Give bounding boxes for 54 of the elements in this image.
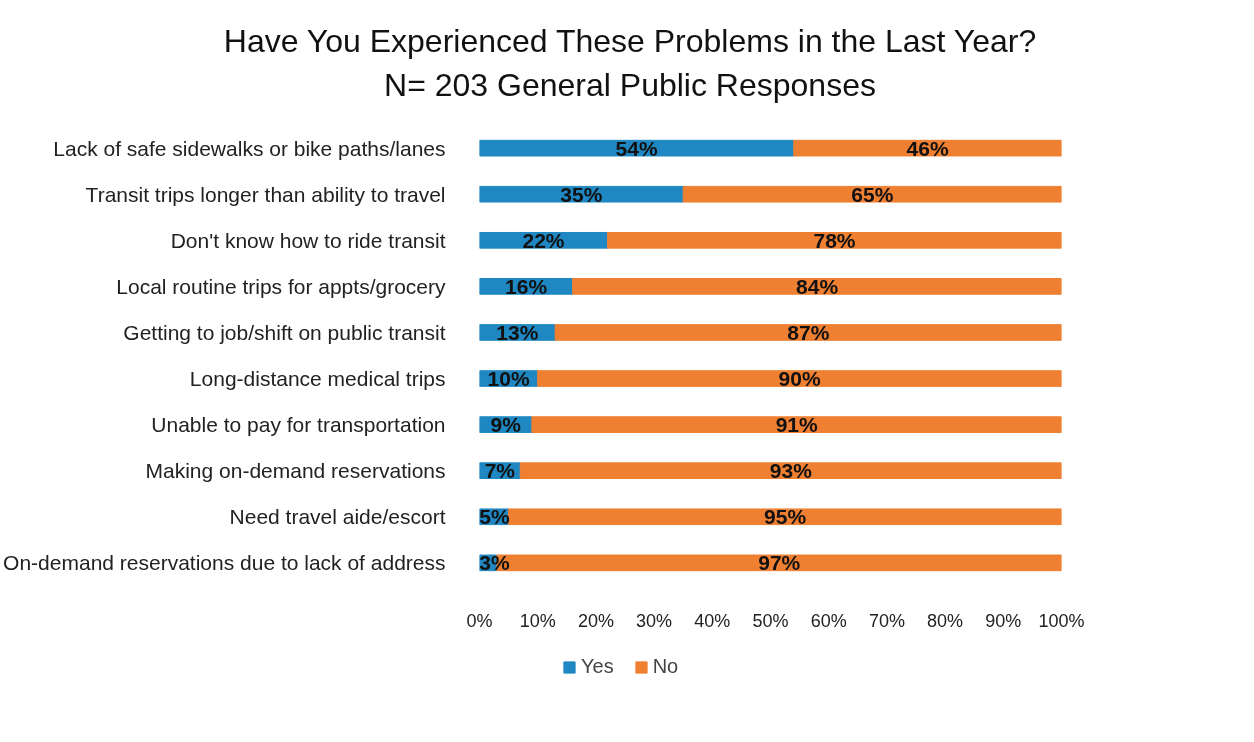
bar: [682, 185, 1062, 203]
y-tick-label: Making on-demand reservations: [145, 459, 446, 483]
bar: [519, 462, 1062, 480]
x-tick-label: 0%: [466, 610, 493, 631]
x-tick-label: 70%: [868, 610, 905, 631]
bar: [508, 508, 1062, 526]
data-label: 87%: [787, 320, 830, 344]
data-label: 78%: [813, 228, 856, 252]
y-tick-label: Getting to job/shift on public transit: [123, 320, 446, 344]
x-tick-label: 50%: [752, 610, 789, 631]
bar: [479, 185, 684, 203]
y-tick-label: Lack of safe sidewalks or bike paths/lanes: [53, 136, 446, 160]
x-tick-label: 20%: [577, 610, 614, 631]
data-label: 65%: [851, 182, 894, 206]
data-label: 54%: [615, 136, 658, 160]
bar: [793, 139, 1062, 157]
y-tick-label: Unable to pay for transportation: [151, 413, 446, 437]
data-label: 95%: [764, 505, 807, 529]
bar: [572, 278, 1062, 295]
data-label: 13%: [496, 320, 539, 344]
bar: [607, 231, 1062, 249]
bar: [537, 370, 1062, 387]
x-tick-label: 10%: [519, 610, 556, 631]
data-label: 97%: [758, 551, 801, 575]
y-tick-label: Local routine trips for appts/grocery: [116, 274, 446, 298]
data-label: 90%: [778, 367, 821, 391]
x-tick-label: 100%: [1038, 610, 1085, 631]
data-label: 35%: [560, 182, 603, 206]
x-tick-label: 90%: [985, 610, 1022, 631]
bar: [531, 416, 1062, 433]
x-tick-label: 30%: [636, 610, 673, 631]
x-tick-label: 40%: [694, 610, 731, 631]
y-tick-label: Long-distance medical trips: [189, 367, 446, 391]
chart-title: Have You Experienced These Problems in the Last Year?: [223, 23, 1037, 59]
data-label: 16%: [505, 274, 548, 298]
y-tick-label: Don't know how to ride transit: [170, 228, 446, 252]
data-label: 10%: [487, 367, 530, 391]
data-label: 91%: [775, 413, 819, 437]
bar: [479, 139, 795, 157]
y-tick-label: On-demand reservations due to lack of address: [3, 551, 446, 575]
chart-subtitle: N= 203 General Public Responses: [384, 67, 876, 103]
data-label: 46%: [906, 136, 949, 160]
x-tick-label: 80%: [927, 610, 964, 631]
data-label: 84%: [796, 274, 839, 298]
y-tick-label: Need travel aide/escort: [229, 505, 446, 529]
data-label: 93%: [769, 459, 813, 483]
data-label: 7%: [484, 459, 516, 483]
legend-label: No: [652, 655, 679, 678]
data-label: 22%: [522, 228, 565, 252]
x-tick-label: 60%: [810, 610, 847, 631]
data-label: 9%: [490, 413, 522, 437]
y-tick-label: Transit trips longer than ability to travel: [85, 182, 446, 206]
bar: [554, 324, 1062, 341]
legend-label: Yes: [581, 655, 614, 678]
